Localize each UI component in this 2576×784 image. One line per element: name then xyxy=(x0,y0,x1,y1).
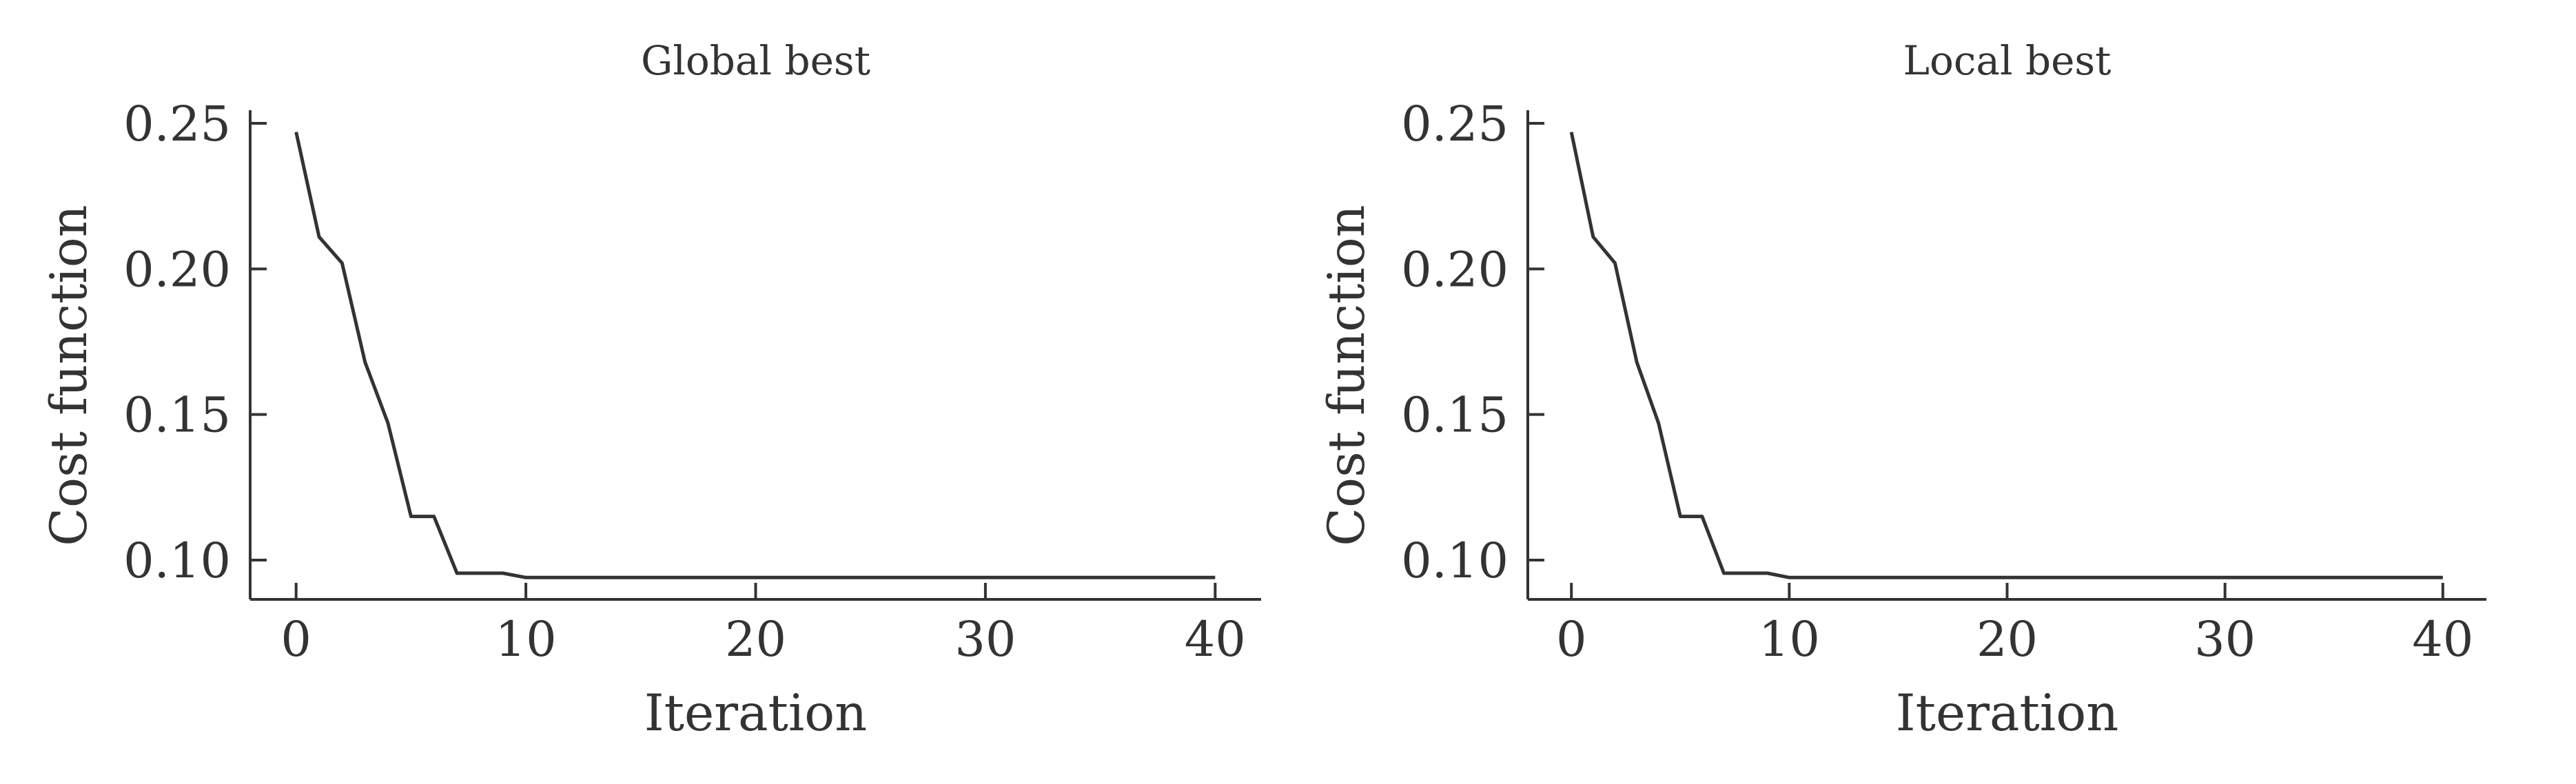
chart-title: Local best xyxy=(1903,37,2111,84)
x-axis-label: Iteration xyxy=(1896,684,2118,743)
chart-title: Global best xyxy=(641,37,870,84)
series-line xyxy=(294,132,1216,579)
y-tick-label: 0.25 xyxy=(1401,96,1509,152)
y-axis-label: Cost function xyxy=(1318,205,1376,546)
x-tick-label: 30 xyxy=(2194,611,2256,668)
y-tick-label: 0.10 xyxy=(1401,533,1509,589)
chart-panel-local-best: Local best Iteration Cost function 0 10 20… xyxy=(1318,37,2486,743)
y-tick-label: 0.15 xyxy=(1401,387,1509,444)
x-tick-label: 40 xyxy=(2412,611,2473,668)
y-tick-label: 0.10 xyxy=(123,533,231,589)
x-tick-label: 20 xyxy=(1976,611,2038,668)
y-axis-label: Cost function xyxy=(40,205,99,546)
x-tick-label: 30 xyxy=(954,611,1016,668)
y-tick-label: 0.20 xyxy=(123,241,231,298)
x-tick-label: 10 xyxy=(495,611,557,668)
chart-panel-global-best: Global best Iteration Cost function 0 10 2… xyxy=(40,37,1261,743)
x-tick-label: 20 xyxy=(725,611,786,668)
x-tick-label: 40 xyxy=(1185,611,1246,668)
x-tick-label: 0 xyxy=(280,611,311,668)
x-axis-label: Iteration xyxy=(644,684,867,743)
y-tick-label: 0.25 xyxy=(123,96,231,152)
x-tick-label: 10 xyxy=(1759,611,1820,668)
series-line xyxy=(1569,132,2443,579)
y-tick-label: 0.15 xyxy=(123,387,231,444)
x-tick-label: 0 xyxy=(1556,611,1587,668)
y-tick-label: 0.20 xyxy=(1401,241,1509,298)
